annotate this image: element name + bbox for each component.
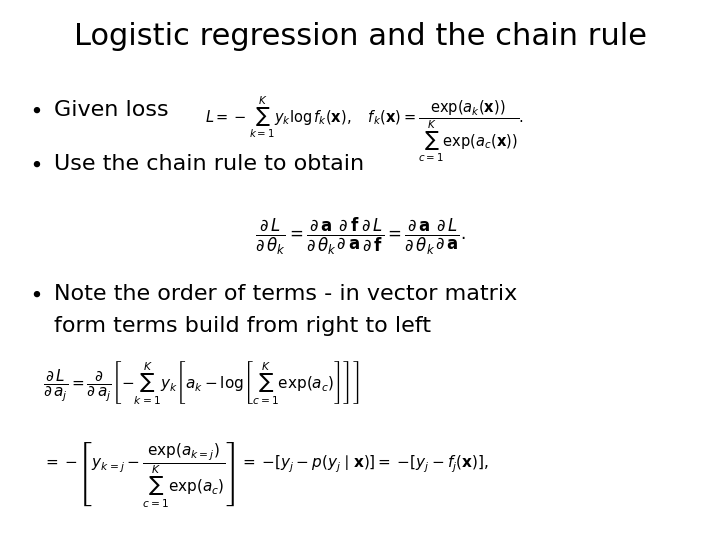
Text: $\bullet$: $\bullet$ <box>29 154 41 174</box>
Text: Note the order of terms - in vector matrix: Note the order of terms - in vector matr… <box>54 284 517 303</box>
Text: form terms build from right to left: form terms build from right to left <box>54 316 431 336</box>
Text: Given loss: Given loss <box>54 100 168 120</box>
Text: $= -\!\left[ y_{k=j} - \dfrac{\exp(a_{k=j})}{\sum_{c=1}^{K} \exp(a_c)} \right] =: $= -\!\left[ y_{k=j} - \dfrac{\exp(a_{k=… <box>43 440 489 509</box>
Text: Use the chain rule to obtain: Use the chain rule to obtain <box>54 154 364 174</box>
Text: Logistic regression and the chain rule: Logistic regression and the chain rule <box>73 22 647 51</box>
Text: $\bullet$: $\bullet$ <box>29 284 41 303</box>
Text: $\dfrac{\partial\, L}{\partial\, a_j} = \dfrac{\partial}{\partial\, a_j} \left[ : $\dfrac{\partial\, L}{\partial\, a_j} = … <box>43 359 359 406</box>
Text: $L = -\sum_{k=1}^{K} y_k \log f_k(\mathbf{x}), \quad f_k(\mathbf{x}) = \dfrac{\e: $L = -\sum_{k=1}^{K} y_k \log f_k(\mathb… <box>205 94 524 164</box>
Text: $\dfrac{\partial\, L}{\partial\, \theta_k} = \dfrac{\partial\, \mathbf{a}}{\part: $\dfrac{\partial\, L}{\partial\, \theta_… <box>255 216 465 257</box>
Text: $\bullet$: $\bullet$ <box>29 100 41 120</box>
